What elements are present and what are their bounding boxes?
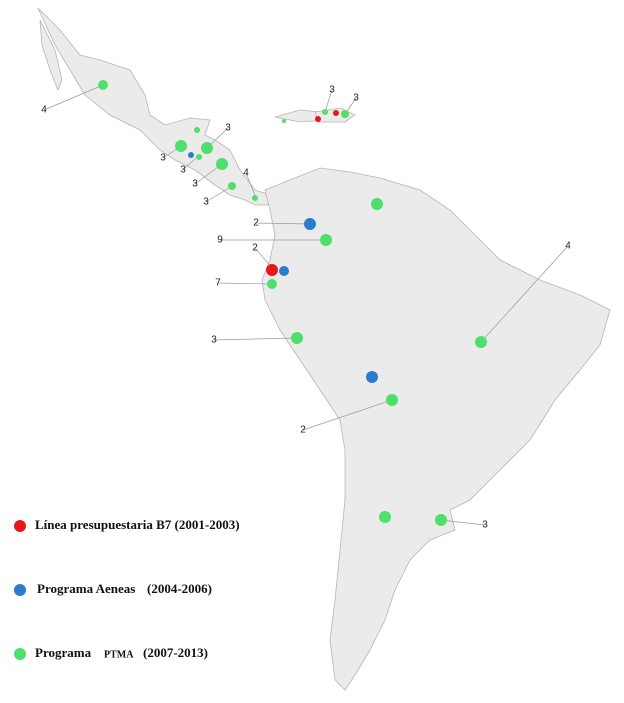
count-label: 3 — [211, 335, 217, 346]
marker — [98, 80, 108, 90]
marker — [341, 110, 349, 118]
marker — [386, 394, 398, 406]
legend-swatch — [14, 584, 26, 596]
legend: Línea presupuestaria B7 (2001-2003) Prog… — [14, 517, 240, 660]
count-label: 4 — [243, 168, 249, 179]
leader-line — [43, 84, 104, 111]
count-label: 3 — [203, 197, 209, 208]
marker — [196, 154, 202, 160]
count-label: 3 — [225, 123, 231, 134]
count-label: 3 — [180, 165, 186, 176]
count-label: 2 — [300, 425, 306, 436]
count-label: 3 — [329, 85, 335, 96]
legend-swatch — [14, 648, 26, 660]
marker — [366, 371, 378, 383]
marker — [291, 332, 303, 344]
count-label: 3 — [353, 93, 359, 104]
legend-period: (2007-2013) — [143, 645, 208, 660]
leader-line — [205, 185, 233, 203]
marker — [304, 218, 316, 230]
count-label: 9 — [217, 235, 223, 246]
marker — [228, 182, 236, 190]
legend-period: (2001-2003) — [175, 517, 240, 532]
marker — [322, 109, 328, 115]
legend-name: Programa — [35, 645, 92, 660]
leader-line — [245, 172, 257, 199]
leader-line — [324, 89, 333, 113]
leader-line — [217, 282, 273, 285]
land — [37, 7, 611, 691]
count-label: 7 — [215, 278, 221, 289]
legend-swatch — [14, 520, 26, 532]
marker — [379, 511, 391, 523]
marker — [475, 336, 487, 348]
leader-line — [213, 337, 298, 341]
marker — [216, 158, 228, 170]
legend-period: (2004-2006) — [147, 581, 212, 596]
count-label: 2 — [252, 243, 258, 254]
marker — [252, 195, 258, 201]
leader-line — [182, 156, 198, 171]
leader-line — [302, 399, 393, 431]
leader-line — [480, 245, 569, 343]
marker — [320, 234, 332, 246]
leader-line — [440, 519, 486, 526]
legend-label: Línea presupuestaria B7 (2001-2003) — [35, 517, 240, 532]
leader-line — [254, 247, 273, 269]
marker — [188, 152, 194, 158]
marker — [371, 198, 383, 210]
count-label: 4 — [565, 241, 571, 252]
count-label: 4 — [41, 105, 47, 116]
leader-line — [255, 222, 311, 225]
count-label: 2 — [253, 218, 259, 229]
marker — [201, 142, 213, 154]
marker — [315, 116, 321, 122]
count-label: 3 — [160, 153, 166, 164]
marker — [175, 140, 187, 152]
legend-acronym: PTMA — [104, 649, 134, 660]
marker — [267, 279, 277, 289]
marker — [435, 514, 447, 526]
count-label: 3 — [482, 520, 488, 531]
marker — [333, 110, 339, 116]
marker — [266, 264, 278, 276]
count-label: 3 — [192, 179, 198, 190]
legend-name: Programa Aeneas — [37, 581, 135, 596]
marker — [194, 127, 200, 133]
marker — [282, 119, 286, 123]
marker — [279, 266, 289, 276]
legend-name: Línea presupuestaria B7 — [35, 517, 172, 532]
